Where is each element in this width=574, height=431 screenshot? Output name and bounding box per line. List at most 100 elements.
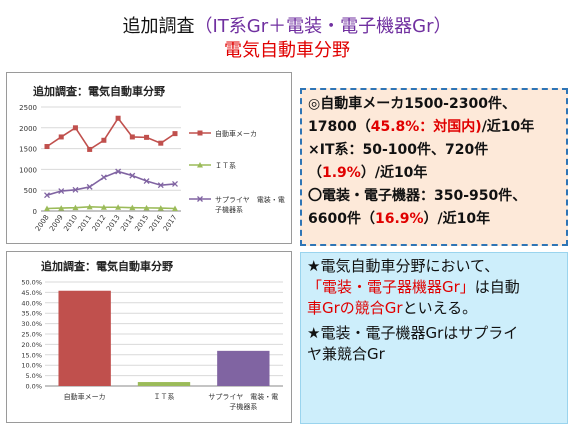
x-tick-label: 2013 [105,214,122,233]
data-point [100,174,107,181]
legend-marker [197,130,203,136]
data-point [115,204,122,210]
data-point [158,140,164,146]
legend-label: ＩＴ系 [215,161,236,170]
data-point [72,186,79,193]
x-tick-label: 2014 [119,213,136,233]
x-tick-label: 2011 [77,214,94,233]
x-tick-label: ＩＴ系 [154,392,175,401]
summary-line-it: ×IT系：50-100件、720件 [308,142,489,158]
legend-label: 子機器系 [215,205,243,214]
chart-title: 追加調査：電気自動車分野 [33,84,165,98]
line-chart: 追加調査：電気自動車分野 0 500 1000 1500 2000 2500 2008 2009… [6,72,292,244]
legend-label: サプライヤ 電装・電 [215,195,285,204]
slide-subtitle: 電気自動車分野 [224,40,350,61]
data-point [58,188,65,194]
bar-chart-svg: 追加調査：電気自動車分野 0.0% 5.0% 10.0% 15.0% 20.0% 25.0%… [21,259,283,411]
y-tick-label: 2000 [19,125,37,133]
y-tick-label: 40.0% [21,299,42,307]
data-point [157,182,164,189]
y-tick-label: 1000 [19,166,37,174]
y-tick-label: 35.0% [21,310,42,318]
y-tick-label: 30.0% [21,320,42,328]
legend-marker [197,162,203,168]
legend-marker [197,196,203,202]
y-tick-label: 25.0% [21,331,42,339]
conclusion-line-1: ★電気自動車分野において、 [307,257,500,275]
summary-text: （ [308,165,322,181]
conclusion-text: は自動 [474,278,520,296]
conclusion-text: といえる。 [402,299,478,317]
data-point [87,146,93,152]
data-point [86,203,93,210]
data-point [144,134,150,140]
slide-title: 追加調査（IT系Gr＋電装・電子機器Gr） [0,16,574,38]
y-tick-label: 0 [33,208,37,216]
data-point [115,168,122,175]
x-tick-label: 2017 [162,214,179,233]
data-point [129,172,136,179]
conclusion-line-4: ★電装・電子機器Grはサプライ [307,324,519,342]
conclusion-highlight: 車Grの競合Gr [307,299,403,317]
bar-chart: 追加調査：電気自動車分野 0.0% 5.0% 10.0% 15.0% 20.0% 25.0%… [6,251,292,423]
x-tick-label: 2015 [133,214,150,233]
bar [137,382,191,386]
summary-line-automaker-total: 17800（45.8%：対国内)/近10年 [308,116,560,139]
conclusion-highlight: 「電装・電子器機器Gr」 [307,278,475,296]
summary-text: /近10年 [481,119,535,135]
x-tick-label: 2009 [48,214,65,233]
summary-text: ）/近10年 [423,211,491,227]
data-point [58,134,64,140]
y-tick-label: 500 [24,187,37,195]
summary-line-electronics: 〇電装・電子機器：350-950件、 [308,188,527,204]
data-point [44,205,50,212]
data-point [143,178,150,185]
x-tick-label: サプライヤ 電装・電 [208,392,278,401]
data-point [115,115,121,121]
data-point [72,204,79,211]
data-point [172,131,178,137]
data-point [72,125,78,131]
y-tick-label: 5.0% [25,372,42,380]
y-tick-label: 45.0% [21,289,42,297]
summary-line-electronics-total: 6600件（16.9%）/近10年 [308,208,560,231]
title-main: 追加調査 [122,16,195,37]
y-tick-label: 2500 [19,104,37,112]
summary-text: ）/近10年 [360,165,428,181]
y-tick-label: 50.0% [21,279,42,287]
y-tick-label: 10.0% [21,362,42,370]
data-point [86,183,93,190]
conclusion-line-2: 「電装・電子器機器Gr」は自動 [307,277,561,298]
y-tick-label: 1500 [19,146,37,154]
x-tick-label: 子機器系 [229,402,257,411]
data-point [58,205,65,211]
summary-highlight: 1.9% [322,165,361,181]
data-point [143,204,150,211]
y-tick-label: 20.0% [21,341,42,349]
series-line [46,116,176,151]
summary-box: ◎自動車メーカ1500-2300件、 17800（45.8%：対国内)/近10年… [300,88,568,246]
data-point [44,192,50,199]
conclusion-box: ★電気自動車分野において、 「電装・電子器機器Gr」は自動 車Grの競合Grとい… [300,252,568,424]
chart-title: 追加調査：電気自動車分野 [41,259,173,273]
bar [58,290,111,386]
line-chart-svg: 追加調査：電気自動車分野 0 500 1000 1500 2000 2500 20082009… [19,84,285,233]
data-point [129,204,136,211]
series-line [46,170,176,196]
data-point [172,181,178,187]
summary-line-automaker: ◎自動車メーカ1500-2300件、 [308,96,516,112]
bar [217,350,270,386]
summary-highlight: 45.8%：対国内) [370,119,482,135]
x-tick-label: 2010 [62,214,79,233]
data-point [44,144,50,150]
title-paren: （IT系Gr＋電装・電子機器Gr） [194,16,452,37]
summary-highlight: 16.9% [374,211,424,227]
data-point [101,137,107,143]
conclusion-line-3: 車Grの競合Grといえる。 [307,298,561,319]
y-tick-label: 0.0% [25,383,42,391]
x-tick-label: 2016 [148,213,165,233]
x-tick-label: 2008 [34,214,51,233]
summary-text: 6600件（ [308,211,375,227]
legend-label: 自動車メーカ [215,129,257,138]
x-tick-label: 自動車メーカ [64,392,106,401]
